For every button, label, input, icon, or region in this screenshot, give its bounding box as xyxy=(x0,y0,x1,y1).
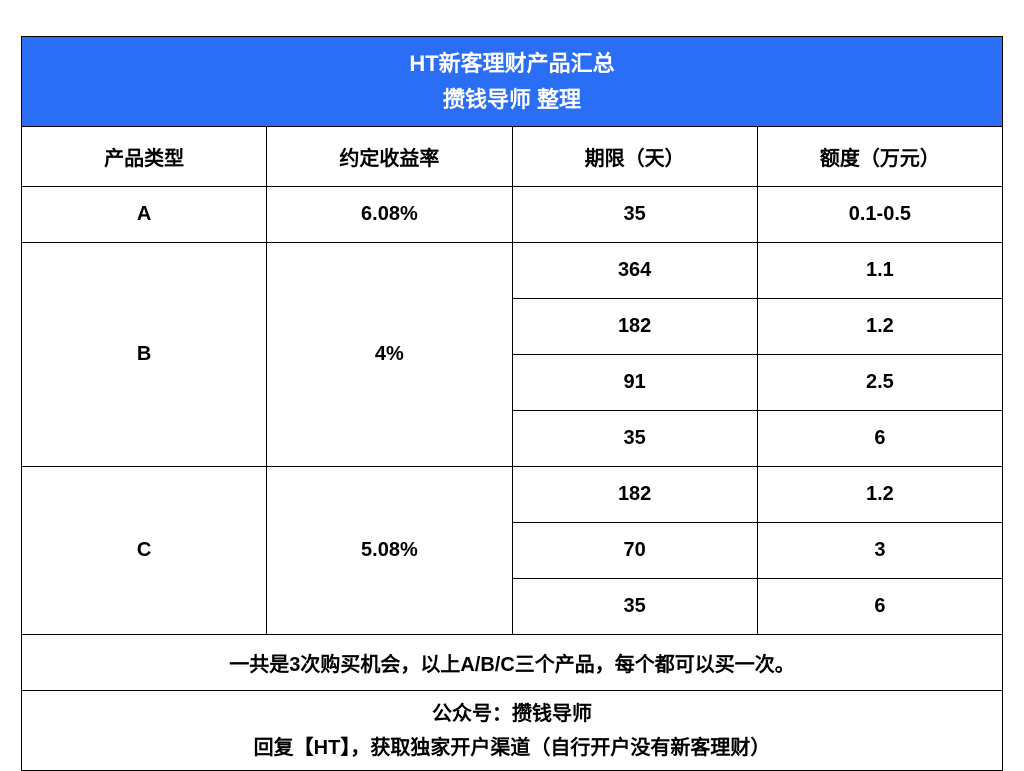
footer-line2: 回复【HT】，获取独家开户渠道（自行开户没有新客理财） xyxy=(254,737,771,759)
table-footer-cell: 公众号：攒钱导师 回复【HT】，获取独家开户渠道（自行开户没有新客理财） xyxy=(22,691,1003,771)
product-quota-cell: 3 xyxy=(757,523,1002,579)
product-rate-cell: 5.08% xyxy=(267,467,512,635)
col-term: 期限（天） xyxy=(512,127,757,187)
product-term-cell: 91 xyxy=(512,355,757,411)
table-note-row: 一共是3次购买机会，以上A/B/C三个产品，每个都可以买一次。 xyxy=(22,635,1003,691)
footer-line1: 公众号：攒钱导师 xyxy=(432,703,592,725)
product-term-cell: 35 xyxy=(512,411,757,467)
product-type-cell: A xyxy=(22,187,267,243)
product-table-wrapper: HT新客理财产品汇总 攒钱导师 整理 产品类型 约定收益率 期限（天） 额度（万… xyxy=(21,36,1003,771)
product-term-cell: 364 xyxy=(512,243,757,299)
product-quota-cell: 1.2 xyxy=(757,467,1002,523)
table-row: B 4% 364 1.1 xyxy=(22,243,1003,299)
table-row: A 6.08% 35 0.1-0.5 xyxy=(22,187,1003,243)
product-term-cell: 35 xyxy=(512,187,757,243)
product-quota-cell: 6 xyxy=(757,411,1002,467)
table-column-header-row: 产品类型 约定收益率 期限（天） 额度（万元） xyxy=(22,127,1003,187)
product-quota-cell: 1.1 xyxy=(757,243,1002,299)
product-rate-cell: 6.08% xyxy=(267,187,512,243)
product-quota-cell: 0.1-0.5 xyxy=(757,187,1002,243)
product-quota-cell: 6 xyxy=(757,579,1002,635)
product-quota-cell: 1.2 xyxy=(757,299,1002,355)
product-rate-cell: 4% xyxy=(267,243,512,467)
product-type-cell: B xyxy=(22,243,267,467)
product-type-cell: C xyxy=(22,467,267,635)
product-term-cell: 35 xyxy=(512,579,757,635)
product-quota-cell: 2.5 xyxy=(757,355,1002,411)
table-footer-row: 公众号：攒钱导师 回复【HT】，获取独家开户渠道（自行开户没有新客理财） xyxy=(22,691,1003,771)
product-term-cell: 70 xyxy=(512,523,757,579)
table-title-line2: 攒钱导师 整理 xyxy=(443,87,581,112)
table-row: C 5.08% 182 1.2 xyxy=(22,467,1003,523)
table-title-cell: HT新客理财产品汇总 攒钱导师 整理 xyxy=(22,37,1003,127)
table-title-row: HT新客理财产品汇总 攒钱导师 整理 xyxy=(22,37,1003,127)
table-note-cell: 一共是3次购买机会，以上A/B/C三个产品，每个都可以买一次。 xyxy=(22,635,1003,691)
col-rate: 约定收益率 xyxy=(267,127,512,187)
col-quota: 额度（万元） xyxy=(757,127,1002,187)
product-term-cell: 182 xyxy=(512,299,757,355)
col-product-type: 产品类型 xyxy=(22,127,267,187)
table-title-line1: HT新客理财产品汇总 xyxy=(409,51,614,76)
product-table: HT新客理财产品汇总 攒钱导师 整理 产品类型 约定收益率 期限（天） 额度（万… xyxy=(21,36,1003,771)
product-term-cell: 182 xyxy=(512,467,757,523)
